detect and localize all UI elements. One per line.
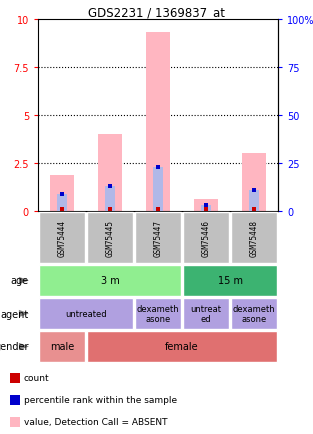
Bar (98, 135, 122, 211)
Text: 15 m: 15 m (218, 276, 243, 286)
Text: GDS2231 / 1369837_at: GDS2231 / 1369837_at (88, 6, 225, 19)
Text: dexameth
asone: dexameth asone (233, 304, 275, 323)
Text: 3 m: 3 m (100, 276, 119, 286)
Text: GSM75447: GSM75447 (153, 220, 162, 256)
Bar (105, 187, 115, 211)
Text: GSM75445: GSM75445 (105, 220, 115, 256)
Bar (201, 206, 211, 211)
Text: GSM75444: GSM75444 (58, 220, 66, 256)
Text: percentile rank within the sample: percentile rank within the sample (24, 395, 177, 404)
Text: GSM75446: GSM75446 (202, 220, 211, 256)
Bar (183, 299, 229, 329)
Bar (231, 213, 277, 263)
Text: untreat
ed: untreat ed (191, 304, 222, 323)
Bar (87, 213, 133, 263)
Bar (183, 266, 277, 296)
Bar (39, 299, 133, 329)
Text: female: female (165, 342, 199, 352)
Text: male: male (50, 342, 74, 352)
Text: untreated: untreated (65, 309, 107, 318)
Bar (242, 154, 266, 211)
Text: GSM75448: GSM75448 (249, 220, 259, 256)
Polygon shape (19, 310, 29, 317)
Text: dexameth
asone: dexameth asone (137, 304, 179, 323)
Bar (39, 332, 85, 362)
Bar (249, 191, 259, 211)
Bar (146, 33, 170, 211)
Bar (39, 213, 85, 263)
Bar (87, 332, 277, 362)
Bar (183, 213, 229, 263)
Bar (135, 213, 181, 263)
Bar (194, 200, 218, 211)
Bar (135, 299, 181, 329)
Text: gender: gender (0, 342, 28, 352)
Bar (153, 168, 163, 211)
Polygon shape (19, 343, 29, 350)
Text: value, Detection Call = ABSENT: value, Detection Call = ABSENT (24, 418, 167, 427)
Text: count: count (24, 374, 50, 383)
Bar (39, 266, 181, 296)
Bar (231, 299, 277, 329)
Text: agent: agent (0, 309, 28, 319)
Polygon shape (19, 277, 29, 285)
Bar (57, 194, 67, 211)
Bar (50, 175, 74, 211)
Text: age: age (10, 276, 28, 286)
